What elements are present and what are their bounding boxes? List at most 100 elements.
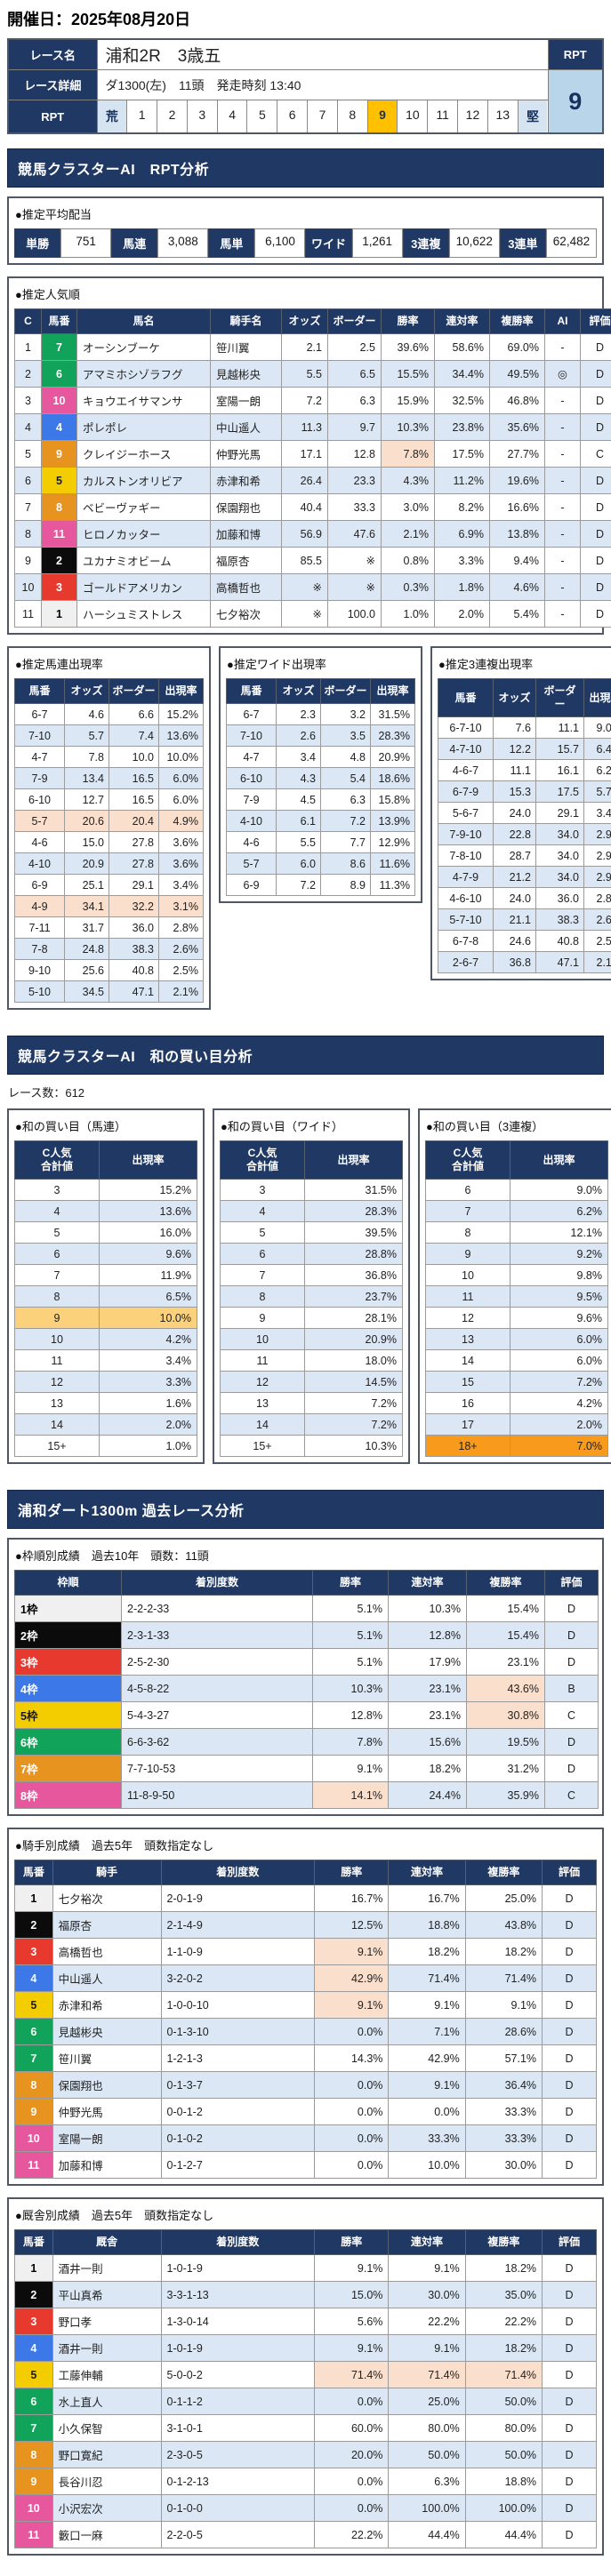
cell: 3: [15, 388, 42, 414]
cell: 15.6%: [389, 1729, 467, 1756]
cell: 16.0%: [100, 1222, 197, 1244]
frame-color-badge: 4: [15, 1965, 53, 1992]
rpt-scale-cell-堅: 堅: [518, 100, 548, 132]
cell: クレイジーホース: [77, 441, 211, 468]
column-header: 出現率: [159, 679, 204, 704]
cell: 保園翔也: [211, 494, 282, 521]
cell: 47.1: [109, 981, 159, 1003]
cell: 71.4%: [389, 1965, 465, 1992]
cell: 30.0%: [465, 2152, 542, 2179]
cell: 3.1%: [159, 896, 204, 917]
cell: ユカナミオビーム: [77, 548, 211, 574]
column-header: 連対率: [389, 1571, 467, 1596]
cell: 40.4: [282, 494, 328, 521]
cell: 0.0%: [315, 2125, 389, 2152]
cell: 34.0: [536, 824, 584, 845]
cell: 2.0%: [435, 601, 490, 628]
cell: D: [543, 2282, 597, 2308]
cell: 小沢宏次: [52, 2495, 161, 2522]
cell: 5.7: [65, 725, 109, 747]
cell: 11: [15, 601, 42, 628]
rpt-header-label: RPT: [548, 39, 603, 70]
table-row: 6-7-915.317.55.7%: [438, 781, 611, 803]
cell: 9.1%: [315, 2335, 389, 2362]
cell: 6.5: [328, 361, 382, 388]
cell: 17.9%: [389, 1649, 467, 1676]
payout-value: 10,622: [449, 228, 500, 258]
cell: 28.6%: [465, 2019, 542, 2045]
cell: 1.8%: [435, 574, 490, 601]
cell: 9: [15, 548, 42, 574]
cell: 18.2%: [389, 1756, 467, 1782]
cell: 6-9: [227, 875, 277, 896]
payout-type-label: 馬単: [208, 228, 254, 258]
cell: 9.0%: [511, 1180, 608, 1201]
cell: 6.0%: [159, 768, 204, 789]
cell: 50.0%: [465, 2442, 542, 2468]
cell: D: [581, 548, 611, 574]
cell: 43.8%: [465, 1912, 542, 1939]
rpt-scale-cell-13: 13: [487, 100, 518, 132]
column-header: 枠順: [15, 1571, 122, 1596]
cell: 13.6%: [159, 725, 204, 747]
cell: D: [543, 2019, 597, 2045]
cell: 10: [426, 1265, 511, 1286]
wa-sanrenpuku-label: ●和の買い目（3連複）: [425, 1116, 608, 1140]
cell: 4: [15, 414, 42, 441]
rpt-scale-cell-荒: 荒: [98, 100, 127, 132]
cell: 6-7: [15, 704, 65, 725]
cell: D: [543, 2152, 597, 2179]
cell: 20.6: [65, 811, 109, 832]
cell: 9.6%: [100, 1244, 197, 1265]
cell: 加藤和博: [52, 2152, 161, 2179]
cell: 工藤伸輔: [52, 2362, 161, 2388]
cell: 6.5%: [100, 1286, 197, 1308]
cell: 9.6%: [511, 1308, 608, 1329]
cell: 10.3%: [382, 414, 435, 441]
frame-color-badge: 1: [42, 601, 77, 628]
cell: 4: [15, 1201, 100, 1222]
cell: 12.9%: [371, 832, 415, 853]
cell: 15.0%: [315, 2282, 389, 2308]
cell: ※: [282, 574, 328, 601]
cell: 6-7-9: [438, 781, 494, 803]
cell: 野口孝: [52, 2308, 161, 2335]
cell: 6.3%: [389, 2468, 465, 2495]
frame-color-badge: 1: [15, 2255, 53, 2282]
cell: 17.5: [536, 781, 584, 803]
cell: 4.8: [321, 747, 371, 768]
cell: -: [545, 388, 581, 414]
cell: 4-5-8-22: [122, 1676, 313, 1702]
cell: 25.6: [65, 960, 109, 981]
frame-color-badge: 3: [15, 1939, 53, 1965]
frame-color-badge: 11: [42, 521, 77, 548]
cell: 5: [15, 1222, 100, 1244]
cell: D: [543, 2415, 597, 2442]
payout-value: 751: [60, 228, 111, 258]
cell: 3.3%: [435, 548, 490, 574]
cell: ヒロノカッター: [77, 521, 211, 548]
cell: 14: [15, 1414, 100, 1436]
cell: 1.6%: [100, 1393, 197, 1414]
cell: 9.0%: [584, 717, 611, 739]
cell: 4-7-9: [438, 867, 494, 888]
cell: 1-0-1-9: [161, 2335, 315, 2362]
column-header: 馬番: [42, 309, 77, 334]
race-detail-label: レース詳細: [8, 70, 97, 100]
